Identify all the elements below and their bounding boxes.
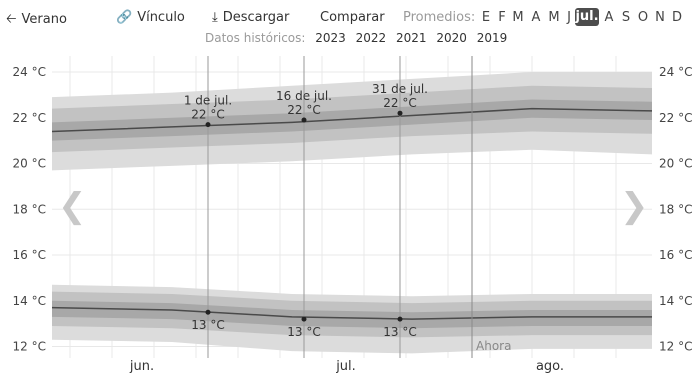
month-7-selected[interactable]: jul. (575, 8, 599, 26)
x-month-label: jun. (129, 359, 154, 373)
annotation-value-label: 22 °C (287, 103, 320, 117)
y-tick-label-right: 22 °C (659, 111, 692, 125)
month-3[interactable]: M (512, 10, 524, 25)
band-inner-low (52, 300, 652, 329)
annotation-point (301, 117, 307, 123)
download-button[interactable]: ⤓ Descargar (212, 10, 289, 25)
summer-label: Verano (21, 12, 67, 27)
annotation-point (301, 316, 307, 322)
year-link-2021[interactable]: 2021 (396, 31, 427, 45)
month-4[interactable]: A (531, 10, 541, 25)
annotation-point (397, 316, 403, 322)
annotation-value-label: 13 °C (287, 325, 320, 339)
x-month-label: jul. (335, 359, 356, 373)
historical-data-label: Datos históricos: (205, 31, 306, 45)
year-link-2022[interactable]: 2022 (355, 31, 387, 45)
y-tick-label-right: 20 °C (659, 157, 692, 171)
toolbar: 🡠 Verano 🔗 Vínculo ⤓ Descargar Comparar Pro… (0, 8, 693, 28)
month-6[interactable]: J (567, 10, 571, 25)
annotation-date-label: 16 de jul. (276, 89, 332, 103)
mean-line-high (51, 107, 653, 133)
y-tick-label-left: 24 °C (13, 65, 46, 79)
annotation-date-label: 1 de jul. (184, 94, 232, 108)
month-11[interactable]: N (655, 10, 665, 25)
month-1[interactable]: E (481, 10, 491, 25)
year-link-2023[interactable]: 2023 (315, 31, 346, 45)
link-icon: 🔗 (116, 10, 133, 25)
month-10[interactable]: O (637, 10, 649, 25)
annotation-date-label: 31 de jul. (372, 82, 428, 96)
compare-button[interactable]: Comparar (320, 10, 385, 25)
y-tick-label-left: 22 °C (13, 111, 46, 125)
x-month-label: ago. (536, 359, 564, 373)
previous-arrow-button[interactable]: ❮ (58, 186, 87, 226)
compare-label: Comparar (320, 10, 385, 25)
annotation-value-label: 22 °C (383, 96, 416, 110)
y-tick-label-right: 12 °C (659, 340, 692, 354)
year-link-2019[interactable]: 2019 (476, 31, 508, 45)
y-tick-label-right: 18 °C (659, 202, 692, 216)
now-label: Ahora (476, 339, 511, 353)
y-tick-label-right: 14 °C (659, 294, 692, 308)
annotation-point (205, 122, 211, 128)
annotation-point (397, 110, 403, 116)
averages-label: Promedios: (403, 10, 476, 25)
month-2[interactable]: F (498, 10, 506, 25)
link-label: Vínculo (137, 10, 185, 25)
historical-data-bar: Datos históricos: 2023 2022 2021 2020 20… (205, 31, 507, 45)
arrow-left-icon: 🡠 (6, 12, 17, 27)
month-8[interactable]: A (604, 10, 614, 25)
annotation-value-label: 13 °C (191, 318, 224, 332)
annotation-value-label: 22 °C (191, 108, 224, 122)
y-tick-label-left: 18 °C (13, 202, 46, 216)
y-tick-label-left: 14 °C (13, 294, 46, 308)
next-arrow-button[interactable]: ❯ (620, 186, 649, 226)
link-button[interactable]: 🔗 Vínculo (116, 10, 185, 25)
month-9[interactable]: S (621, 10, 631, 25)
annotation-value-label: 13 °C (383, 325, 416, 339)
month-5[interactable]: M (548, 10, 560, 25)
y-tick-label-left: 16 °C (13, 248, 46, 262)
download-icon: ⤓ (212, 10, 218, 25)
y-tick-label-left: 12 °C (13, 340, 46, 354)
month-12[interactable]: D (671, 10, 682, 25)
annotation-point (205, 309, 211, 315)
mean-line-low (51, 306, 652, 320)
chevron-left-icon: ❮ (58, 186, 87, 226)
year-link-2020[interactable]: 2020 (436, 31, 467, 45)
download-label: Descargar (222, 10, 290, 25)
y-tick-label-right: 24 °C (659, 65, 692, 79)
y-tick-label-left: 20 °C (13, 157, 46, 171)
summer-button[interactable]: 🡠 Verano (6, 10, 67, 32)
y-tick-label-right: 16 °C (659, 248, 692, 262)
chevron-right-icon: ❯ (620, 186, 649, 226)
